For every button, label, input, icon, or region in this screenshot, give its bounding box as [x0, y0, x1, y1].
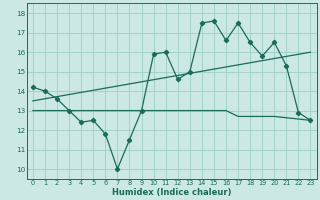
X-axis label: Humidex (Indice chaleur): Humidex (Indice chaleur) — [112, 188, 231, 197]
